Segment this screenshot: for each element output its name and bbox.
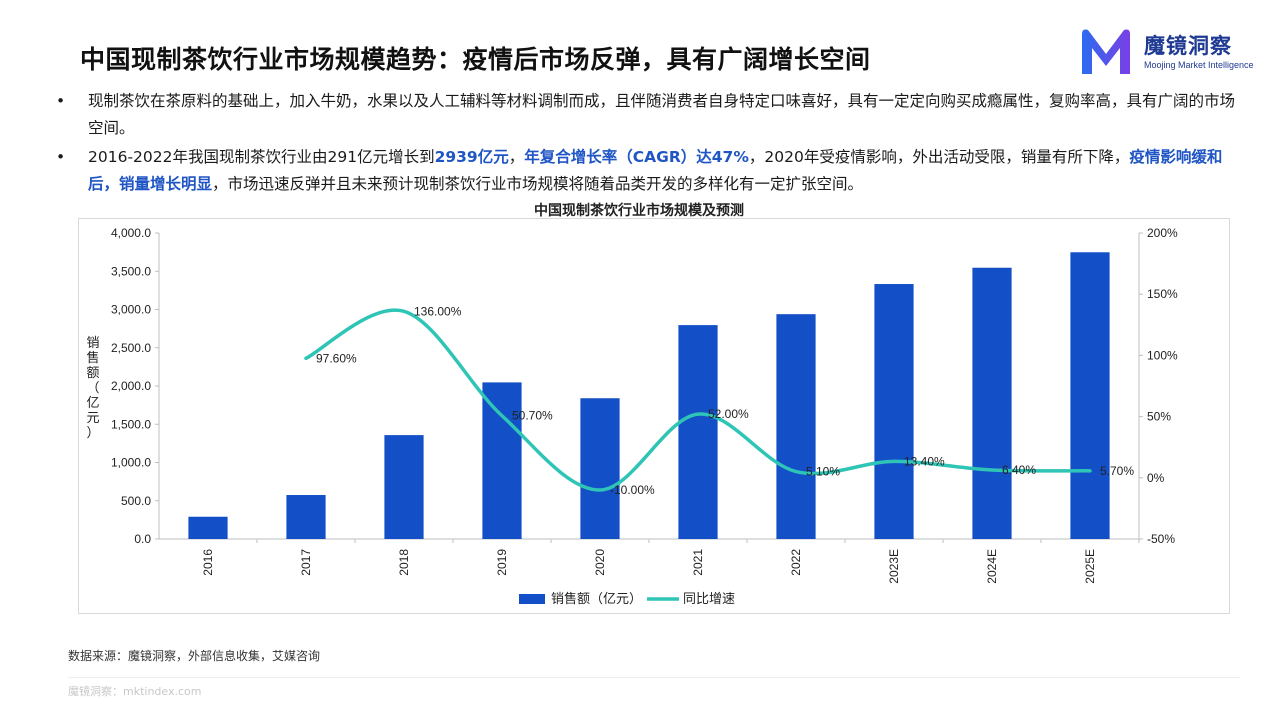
x-tick-label: 2017 — [299, 549, 313, 576]
bar-sales — [972, 267, 1012, 539]
x-tick-label: 2024E — [985, 549, 999, 584]
bar-sales — [384, 435, 424, 539]
legend-label-sales: 销售额（亿元） — [551, 591, 642, 607]
y2-tick-label: 200% — [1147, 226, 1178, 240]
y-axis-label-char: 元 — [86, 411, 99, 426]
bullet-highlight: 2939亿元 — [434, 148, 509, 166]
bar-sales — [188, 516, 228, 539]
footer-divider — [68, 677, 1240, 678]
y-tick-label: 3,000.0 — [111, 303, 151, 317]
line-data-label: 136.00% — [414, 304, 462, 318]
y-tick-label: 0.0 — [134, 532, 151, 546]
y2-tick-label: 50% — [1147, 410, 1171, 424]
bar-sales — [286, 495, 326, 539]
y-axis-label-char: （ — [86, 381, 99, 396]
y-tick-label: 1,500.0 — [111, 417, 151, 431]
line-data-label: 6.40% — [1002, 463, 1036, 477]
bullet-text: ，2020年受疫情影响，外出活动受限，销量有所下降， — [748, 148, 1130, 166]
bullet-list: • 现制茶饮在茶原料的基础上，加入牛奶，水果以及人工辅料等材料调制而成，且伴随消费… — [56, 88, 1236, 200]
line-data-label: 50.70% — [512, 409, 553, 423]
x-tick-label: 2019 — [495, 549, 509, 576]
page-title: 中国现制茶饮行业市场规模趋势：疫情后市场反弹，具有广阔增长空间 — [80, 45, 871, 74]
line-data-label: 13.40% — [904, 454, 945, 468]
y-tick-label: 2,000.0 — [111, 379, 151, 393]
legend-swatch-sales — [519, 594, 545, 604]
line-data-label: 5.70% — [1100, 464, 1134, 478]
x-tick-label: 2023E — [887, 549, 901, 584]
bar-sales — [1070, 252, 1110, 539]
brand-logo: 魔镜洞察 Moojing Market Intelligence — [1076, 24, 1256, 80]
x-tick-label: 2018 — [397, 549, 411, 576]
logo-tagline: Moojing Market Intelligence — [1144, 60, 1254, 70]
line-yoy-growth — [304, 308, 1092, 492]
bar-sales — [874, 284, 914, 539]
y-axis-label-char: 亿 — [86, 396, 99, 411]
y-tick-label: 3,500.0 — [111, 264, 151, 278]
bullet-text: 2016-2022年我国现制茶饮行业由291亿元增长到 — [88, 148, 435, 166]
logo-name: 魔镜洞察 — [1144, 34, 1232, 58]
bullet-highlight: 年复合增长率（CAGR）达47% — [524, 148, 749, 166]
y-tick-label: 2,500.0 — [111, 341, 151, 355]
legend-label-growth: 同比增速 — [683, 592, 735, 607]
y-tick-label: 500.0 — [121, 494, 151, 508]
bullet-item: • 现制茶饮在茶原料的基础上，加入牛奶，水果以及人工辅料等材料调制而成，且伴随消费… — [56, 88, 1236, 142]
combo-chart: 中国现制茶饮行业市场规模及预测 0.0 500.0 1,000.0 1,500.0 2,0… — [86, 202, 1178, 607]
y2-tick-label: -50% — [1147, 532, 1175, 546]
y-tick-label: 1,000.0 — [111, 456, 151, 470]
bullet-text: ，市场迅速反弹并且未来预计现制茶饮行业市场规模将随着品类开发的多样化有一定扩张空… — [212, 175, 864, 193]
y-tick-label: 4,000.0 — [111, 226, 151, 240]
chart-frame: 中国现制茶饮行业市场规模及预测 0.0 500.0 1,000.0 1,500.0 2,0… — [78, 202, 1230, 614]
logo-m-icon — [1082, 29, 1130, 74]
y2-tick-label: 100% — [1147, 348, 1178, 362]
x-tick-label: 2016 — [201, 549, 215, 576]
y-axis-label-char: ） — [86, 426, 99, 441]
data-source: 数据来源：魔镜洞察，外部信息收集，艾媒咨询 — [68, 649, 321, 663]
bar-sales — [678, 325, 718, 539]
x-tick-label: 2020 — [593, 549, 607, 576]
line-data-label: -10.00% — [610, 483, 655, 497]
footer-site: 魔镜洞察：mktindex.com — [68, 685, 202, 698]
y2-tick-label: 150% — [1147, 287, 1178, 301]
bar-sales — [580, 398, 620, 539]
bar-sales — [776, 314, 816, 539]
bullet-dot: • — [56, 148, 66, 166]
bullet-dot: • — [56, 92, 66, 110]
x-tick-label: 2025E — [1083, 549, 1097, 584]
line-data-label: 52.00% — [708, 407, 749, 421]
y-axis-label-char: 售 — [86, 350, 99, 366]
chart-title: 中国现制茶饮行业市场规模及预测 — [534, 202, 744, 219]
bullet-highlight: 疫情影响缓和后，销量增长明显 — [88, 148, 1223, 193]
line-data-label: 5.10% — [806, 465, 840, 479]
line-data-label: 97.60% — [316, 351, 357, 365]
bullet-text: 现制茶饮在茶原料的基础上，加入牛奶，水果以及人工辅料等材料调制而成，且伴随消费者… — [88, 92, 1236, 137]
x-tick-label: 2022 — [789, 549, 803, 576]
y-axis-label-char: 额 — [86, 366, 99, 381]
y2-tick-label: 0% — [1147, 471, 1165, 485]
bullet-text: ， — [508, 148, 525, 166]
x-tick-label: 2021 — [691, 549, 705, 576]
y-axis-label-char: 销 — [86, 336, 99, 351]
bar-sales — [482, 382, 522, 539]
bullet-item: • 2016-2022年我国现制茶饮行业由291亿元增长到2939亿元，年复合增长… — [56, 144, 1236, 198]
